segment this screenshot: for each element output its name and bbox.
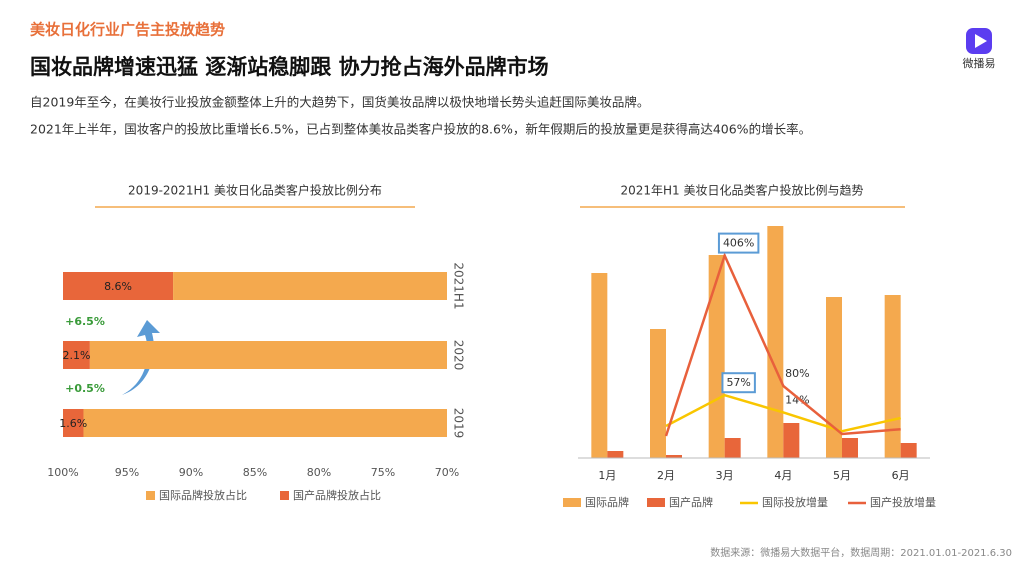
chart-title: 2019-2021H1 美妆日化品类客户投放比例分布 bbox=[128, 183, 382, 198]
bar-segment bbox=[63, 272, 174, 300]
chart-title: 2021年H1 美妆日化品类客户投放比例与趋势 bbox=[620, 183, 863, 198]
category-label: 2020 bbox=[452, 340, 466, 371]
legend-label: 国产品牌投放占比 bbox=[293, 488, 381, 502]
bar-segment bbox=[83, 409, 447, 437]
legend-label: 国际品牌投放占比 bbox=[159, 488, 247, 502]
bar bbox=[724, 438, 741, 458]
category-label: 2019 bbox=[452, 408, 466, 439]
paragraph-line: 自2019年至今，在美妆行业投放金额整体上升的大趋势下，国货美妆品牌以极快地增长… bbox=[30, 95, 649, 110]
data-label: 57% bbox=[726, 376, 750, 389]
growth-arrow bbox=[122, 320, 160, 395]
data-label: 406% bbox=[723, 237, 754, 250]
legend-swatch bbox=[563, 498, 581, 507]
x-tick-label: 5月 bbox=[833, 469, 851, 482]
line bbox=[664, 252, 901, 437]
legend-label: 国产投放增量 bbox=[870, 495, 936, 509]
category-label: 2021H1 bbox=[452, 262, 466, 309]
annotation: +0.5% bbox=[65, 382, 105, 395]
paragraph-line: 2021年上半年，国妆客户的投放比重增长6.5%，已占到整体美妆品类客户投放的8… bbox=[30, 122, 811, 137]
x-tick-label: 75% bbox=[371, 466, 395, 479]
bars bbox=[63, 272, 447, 437]
x-tick-label: 2月 bbox=[657, 469, 675, 482]
bar bbox=[783, 423, 800, 458]
legend-swatch bbox=[146, 491, 155, 500]
bar bbox=[650, 329, 666, 458]
main-title: 国妆品牌增速迅猛 逐渐站稳脚跟 协力抢占海外品牌市场 bbox=[30, 55, 549, 79]
label-box bbox=[717, 232, 760, 254]
legend-label: 国产品牌 bbox=[669, 495, 713, 509]
logo: 微播易 bbox=[963, 28, 996, 70]
x-tick-label: 80% bbox=[307, 466, 331, 479]
bar bbox=[607, 451, 624, 458]
label-box bbox=[721, 372, 756, 394]
line bbox=[665, 393, 901, 433]
section-title: 美妆日化行业广告主投放趋势 bbox=[30, 21, 225, 39]
data-label: 80% bbox=[785, 367, 809, 380]
x-tick-label: 95% bbox=[115, 466, 139, 479]
logo-play bbox=[975, 34, 987, 48]
legend-swatch bbox=[280, 491, 289, 500]
bar-segment bbox=[63, 409, 84, 437]
x-tick-label: 70% bbox=[435, 466, 459, 479]
x-tick-label: 3月 bbox=[716, 469, 734, 482]
legend-label: 国际投放增量 bbox=[762, 495, 828, 509]
x-tick-label: 90% bbox=[179, 466, 203, 479]
bar-segment bbox=[63, 341, 90, 369]
source: 数据来源：微播易大数据平台，数据周期：2021.01.01-2021.6.30 bbox=[710, 546, 1012, 559]
x-tick-label: 100% bbox=[47, 466, 78, 479]
bar bbox=[591, 273, 608, 458]
bar-segment bbox=[89, 341, 447, 369]
legend-swatch bbox=[647, 498, 665, 507]
data-label: 2.1% bbox=[62, 349, 90, 362]
bar bbox=[708, 255, 725, 458]
bar-segment bbox=[173, 272, 447, 300]
legend-label: 国际品牌 bbox=[585, 495, 629, 509]
data-label: 1.6% bbox=[59, 417, 87, 430]
x-tick-label: 1月 bbox=[598, 469, 616, 482]
bar bbox=[666, 455, 682, 458]
data-label: 8.6% bbox=[104, 280, 132, 293]
annotation: +6.5% bbox=[65, 315, 105, 328]
bar bbox=[767, 226, 784, 458]
x-tick-label: 85% bbox=[243, 466, 267, 479]
x-tick-label: 4月 bbox=[774, 469, 792, 482]
x-tick-label: 6月 bbox=[892, 469, 910, 482]
bar bbox=[842, 438, 858, 458]
bar bbox=[900, 443, 917, 458]
bar bbox=[826, 297, 842, 458]
bar bbox=[884, 295, 901, 458]
logo-text: 微播易 bbox=[963, 56, 996, 70]
